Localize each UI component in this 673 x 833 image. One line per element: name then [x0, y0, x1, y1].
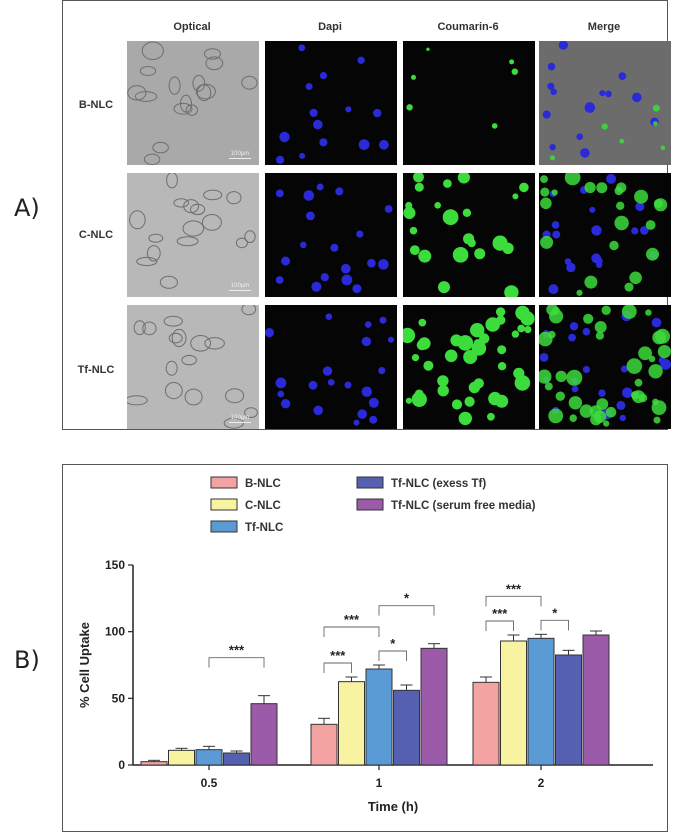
- bar: [500, 640, 527, 766]
- micrograph-tf-nlc-coumarin: [403, 305, 535, 429]
- legend-swatch: [356, 476, 384, 489]
- legend-swatch: [210, 520, 238, 533]
- micrograph-tf-nlc-optical: 100μm: [127, 305, 259, 429]
- significance-bracket: [323, 626, 380, 637]
- scale-bar-label: 100μm: [230, 283, 250, 289]
- y-tick-label: 150: [105, 558, 125, 572]
- legend-label: Tf-NLC: [245, 522, 283, 534]
- micrograph-tf-nlc-dapi: [265, 305, 397, 429]
- scale-bar: 100μm: [229, 415, 251, 423]
- bar: [250, 703, 278, 766]
- panel-b-letter: B): [14, 646, 40, 674]
- legend-swatch: [356, 498, 384, 511]
- micrograph-b-nlc-coumarin: [403, 41, 535, 165]
- bar: [420, 647, 448, 766]
- significance-bracket: [378, 605, 435, 616]
- micrograph-b-nlc-optical: 100μm: [127, 41, 259, 165]
- panel-a-letter: A): [14, 194, 40, 222]
- micrograph-b-nlc-dapi: [265, 41, 397, 165]
- micrograph-c-nlc-optical: 100μm: [127, 173, 259, 297]
- micrograph-c-nlc-dapi: [265, 173, 397, 297]
- legend-swatch: [210, 476, 238, 489]
- legend-label: Tf-NLC (serum free media): [391, 500, 536, 512]
- y-axis-title: % Cell Uptake: [77, 622, 92, 708]
- scale-bar-label: 100μm: [230, 415, 250, 421]
- legend-label: B-NLC: [245, 478, 281, 490]
- micrograph-c-nlc-merge: [539, 173, 671, 297]
- y-tick-label: 100: [105, 625, 125, 639]
- column-label-optical: Optical: [173, 21, 211, 33]
- bar: [582, 634, 610, 766]
- x-tick-label: 0.5: [201, 776, 218, 790]
- bar: [338, 681, 365, 766]
- column-label-merge: Merge: [587, 21, 621, 33]
- y-tick-label: 0: [118, 758, 125, 772]
- micrograph-b-nlc-merge: [539, 41, 671, 165]
- column-label-dapi: Dapi: [318, 21, 342, 33]
- legend-label: C-NLC: [245, 500, 281, 512]
- x-axis-title: Time (h): [368, 799, 418, 814]
- bar: [195, 749, 223, 766]
- significance-bracket: [208, 657, 265, 668]
- x-tick-label: 1: [376, 776, 383, 790]
- significance-label: *: [390, 636, 396, 651]
- uptake-bar-chart: B-NLC C-NLC Tf-NLC Tf-NLC (exess Tf) Tf-NLC …: [77, 476, 653, 814]
- row-label-tf-nlc: Tf-NLC: [77, 364, 115, 376]
- bar: [527, 637, 555, 766]
- bar: [472, 681, 500, 766]
- uptake-chart-panel: B-NLC C-NLC Tf-NLC Tf-NLC (exess Tf) Tf-NLC …: [62, 464, 668, 832]
- column-label-coumarin: Coumarin-6: [437, 21, 499, 33]
- bar: [365, 668, 393, 766]
- microscopy-panel: Optical Dapi Coumarin-6 Merge B-NLC C-NL…: [62, 0, 671, 430]
- significance-label: ***: [229, 643, 245, 658]
- significance-label: ***: [344, 612, 360, 627]
- y-tick-label: 50: [112, 691, 126, 705]
- significance-label: ***: [506, 581, 522, 596]
- significance-bracket: [323, 662, 352, 673]
- significance-bracket: [378, 650, 407, 661]
- bar: [555, 654, 582, 766]
- significance-label: ***: [492, 606, 508, 621]
- significance-bracket: [540, 619, 569, 631]
- micrograph-tf-nlc-merge: [539, 305, 671, 429]
- scale-bar-label: 100μm: [230, 151, 250, 157]
- significance-label: ***: [330, 648, 346, 663]
- row-label-c-nlc: C-NLC: [78, 229, 114, 241]
- legend-label: Tf-NLC (exess Tf): [391, 478, 486, 490]
- x-tick-label: 2: [538, 776, 545, 790]
- bar: [168, 749, 195, 766]
- significance-label: *: [552, 605, 558, 620]
- significance-label: *: [404, 591, 410, 606]
- scale-bar: 100μm: [229, 283, 251, 291]
- legend-swatch: [210, 498, 238, 511]
- bar: [310, 723, 338, 766]
- scale-bar: 100μm: [229, 151, 251, 159]
- bar: [140, 761, 168, 766]
- micrograph-c-nlc-coumarin: [403, 173, 535, 297]
- significance-bracket: [485, 595, 542, 607]
- significance-bracket: [485, 620, 514, 631]
- bar: [223, 752, 250, 766]
- bar: [393, 689, 420, 766]
- row-label-b-nlc: B-NLC: [78, 99, 114, 111]
